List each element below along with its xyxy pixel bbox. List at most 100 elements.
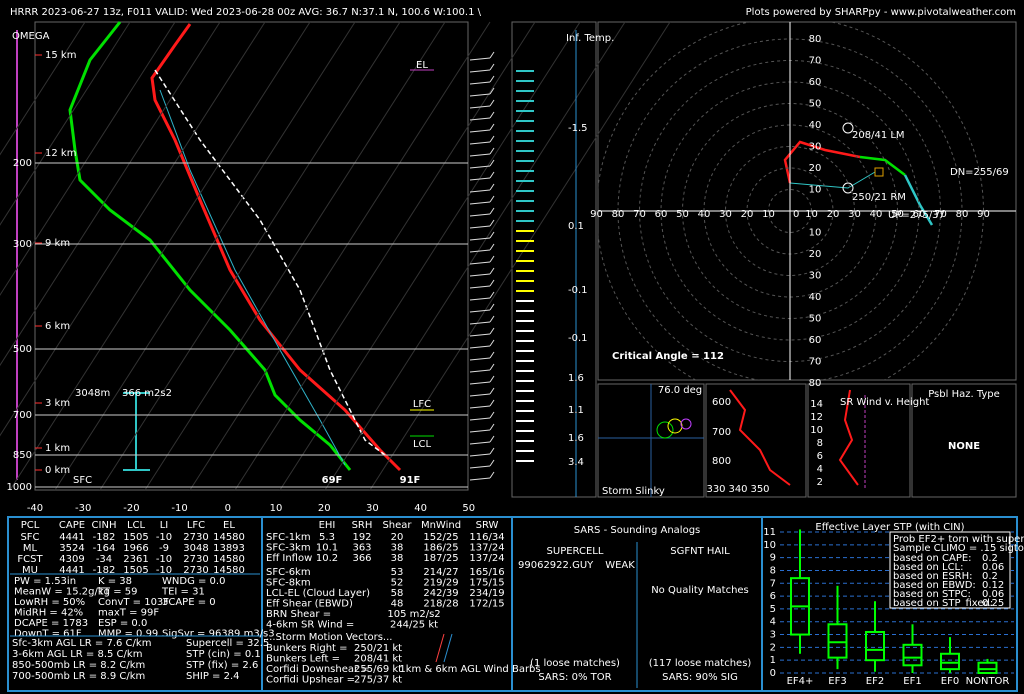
isotherm bbox=[99, 21, 401, 491]
theta-trace bbox=[729, 389, 791, 486]
srwind-tick: 8 bbox=[817, 438, 823, 449]
isotherm bbox=[324, 21, 626, 491]
rm-label: 250/21 RM bbox=[852, 192, 906, 203]
lapse-rate: 850-500mb LR = 8.2 C/km bbox=[12, 660, 145, 671]
kin-header: EHI bbox=[319, 520, 336, 531]
omega-bar bbox=[516, 220, 534, 222]
sfc-label: SFC bbox=[73, 475, 92, 486]
legend-label: based on EBWD: bbox=[893, 580, 976, 591]
hodo-frame bbox=[597, 21, 1017, 381]
surface-dewpoint: 69F bbox=[322, 475, 343, 486]
critical-angle: Critical Angle = 112 bbox=[612, 351, 724, 362]
omega-bar bbox=[516, 110, 534, 112]
temperature-label: 40 bbox=[414, 503, 427, 514]
motion-label: Corfidi Upshear = bbox=[266, 675, 355, 686]
index: MidRH = 42% bbox=[14, 608, 83, 619]
height-label: 9 km bbox=[45, 238, 70, 249]
kin-cell: 10.1 bbox=[316, 543, 338, 554]
thermo-cell: 1505 bbox=[123, 565, 148, 576]
y-tick-label: 2 bbox=[770, 642, 776, 653]
hazard-value: NONE bbox=[948, 441, 980, 452]
wind-barb bbox=[489, 75, 495, 83]
pressure-label: 200 bbox=[13, 158, 32, 169]
wind-barb bbox=[469, 465, 491, 469]
index: DCAPE = 1783 bbox=[14, 618, 88, 629]
wind-barb bbox=[469, 201, 491, 205]
kin-cell: 10.2 bbox=[316, 553, 338, 564]
sars-sig: SARS: 90% SIG bbox=[662, 672, 738, 683]
wind-barb bbox=[469, 345, 491, 349]
lapse-rate: Sfc-3km AGL LR = 7.6 C/km bbox=[12, 638, 151, 649]
inflection-value: -0.1 bbox=[568, 285, 588, 296]
kin-cell: 192 bbox=[352, 532, 371, 543]
theta-label: 350 bbox=[750, 484, 769, 495]
temperature-label: -30 bbox=[75, 503, 91, 514]
x-tick-label: EF1 bbox=[903, 676, 921, 687]
wind-barb bbox=[489, 99, 495, 107]
height-label: 0 km bbox=[45, 465, 70, 476]
index: MeanW = 15.2g/kg bbox=[14, 587, 110, 598]
hodo-label: 50 bbox=[676, 209, 689, 220]
index: 3CAPE = 0 bbox=[162, 597, 216, 608]
x-tick-label: NONTOR bbox=[966, 676, 1010, 687]
wind-barb bbox=[489, 411, 495, 419]
sars-loose: (1 loose matches) bbox=[530, 658, 620, 669]
theta-pressure: 600 bbox=[712, 397, 731, 408]
legend-box bbox=[889, 531, 1011, 609]
isotherm bbox=[0, 21, 131, 226]
surface-temp: 91F bbox=[400, 475, 421, 486]
omega-bar bbox=[516, 290, 534, 292]
thermo-header: LCL bbox=[127, 520, 146, 531]
hodo-label: 30 bbox=[809, 142, 822, 153]
box bbox=[940, 652, 960, 671]
wind-barb bbox=[469, 393, 491, 397]
index: TEI = 31 bbox=[161, 587, 205, 598]
temperature-label: -10 bbox=[171, 503, 187, 514]
y-tick-label: 0 bbox=[770, 668, 776, 679]
thermo-cell: SFC bbox=[20, 532, 39, 543]
wind-barb bbox=[489, 123, 495, 131]
omega-bar bbox=[516, 340, 534, 342]
legend-value: 0.2 bbox=[982, 571, 998, 582]
y-tick-label: 9 bbox=[770, 553, 776, 564]
inflection-value: 1.6 bbox=[568, 433, 584, 444]
wind-barb bbox=[469, 213, 491, 217]
slinky-ring bbox=[680, 418, 692, 430]
inflection-value: 3.4 bbox=[568, 457, 584, 468]
isotherm bbox=[9, 21, 311, 491]
srwind-tick: 14 bbox=[810, 399, 823, 410]
inflow-srh-label: 366 m2s2 bbox=[122, 388, 172, 399]
wind-barb bbox=[489, 459, 495, 467]
thermo-cell: 3524 bbox=[59, 543, 84, 554]
omega-bar bbox=[516, 360, 534, 362]
omega-bar bbox=[516, 190, 534, 192]
wind-barb bbox=[489, 399, 495, 407]
hazard-title: Psbl Haz. Type bbox=[928, 389, 1000, 400]
skewt-frame bbox=[34, 21, 469, 491]
motion-label: Corfidi Downshear = bbox=[266, 664, 370, 675]
sars-hail-match: No Quality Matches bbox=[651, 585, 749, 596]
kin-cell: SFC-3km bbox=[266, 543, 311, 554]
hodo-label: 10 bbox=[809, 185, 822, 196]
kin-cell: SFC-8km bbox=[266, 578, 311, 589]
srwind-tick: 12 bbox=[810, 412, 823, 423]
omega-bar bbox=[516, 70, 534, 72]
box bbox=[902, 643, 923, 667]
kin-cell: 152/25 bbox=[423, 532, 458, 543]
kin-cell: 5.3 bbox=[319, 532, 335, 543]
kin-extra: 244/25 kt bbox=[390, 620, 438, 631]
hodo-label: 30 bbox=[809, 271, 822, 282]
omega-bar bbox=[516, 80, 534, 82]
wind-barb bbox=[469, 285, 491, 289]
index: LowRH = 50% bbox=[14, 597, 85, 608]
thermo-cell: 1966 bbox=[123, 543, 148, 554]
lfc-label: LFC bbox=[413, 399, 431, 410]
kin-cell: 242/39 bbox=[423, 588, 458, 599]
hodo-label: 60 bbox=[913, 209, 926, 220]
index: K = 38 bbox=[98, 576, 132, 587]
inflow-top-label: 3048m bbox=[75, 388, 110, 399]
temperature-label: 0 bbox=[225, 503, 231, 514]
thermo-cell: -10 bbox=[156, 532, 172, 543]
thermo-cell: 14580 bbox=[213, 554, 245, 565]
hodo-label: 40 bbox=[809, 120, 822, 131]
